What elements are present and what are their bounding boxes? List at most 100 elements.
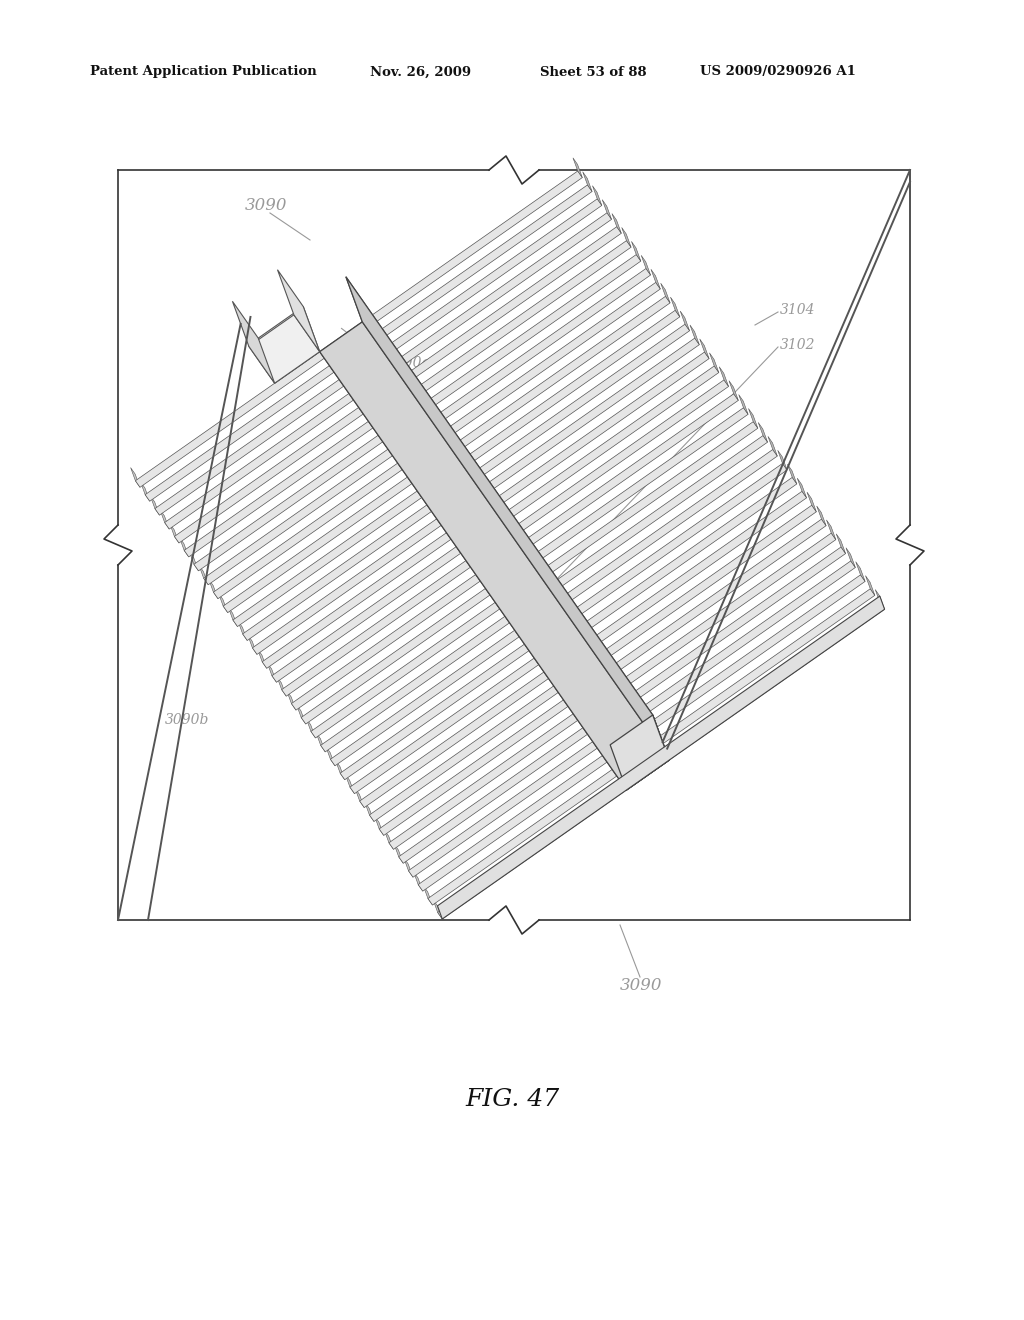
Polygon shape (837, 533, 846, 553)
Polygon shape (165, 393, 353, 529)
Polygon shape (258, 306, 319, 383)
Polygon shape (610, 715, 669, 789)
Polygon shape (587, 491, 807, 648)
Polygon shape (729, 380, 738, 400)
Polygon shape (749, 408, 758, 428)
Polygon shape (382, 199, 602, 356)
Polygon shape (232, 301, 274, 383)
Polygon shape (433, 899, 442, 919)
Polygon shape (326, 746, 335, 766)
Polygon shape (331, 630, 519, 766)
Polygon shape (213, 463, 402, 599)
Polygon shape (401, 227, 622, 384)
Polygon shape (372, 185, 592, 342)
Polygon shape (758, 422, 768, 442)
Polygon shape (699, 339, 709, 359)
Polygon shape (665, 603, 885, 760)
Polygon shape (296, 705, 306, 725)
Polygon shape (319, 322, 669, 789)
Polygon shape (301, 589, 490, 725)
Polygon shape (135, 351, 325, 487)
Polygon shape (223, 477, 412, 612)
Polygon shape (418, 755, 607, 891)
Polygon shape (577, 478, 797, 635)
Polygon shape (423, 886, 432, 906)
Text: 3090b: 3090b (165, 713, 209, 727)
Polygon shape (189, 552, 199, 570)
Polygon shape (596, 506, 816, 663)
Polygon shape (218, 593, 227, 612)
Polygon shape (252, 519, 441, 655)
Text: 3090a: 3090a (386, 356, 430, 371)
Polygon shape (489, 352, 709, 510)
Polygon shape (583, 172, 592, 191)
Polygon shape (394, 843, 403, 863)
Polygon shape (375, 816, 384, 836)
Polygon shape (479, 338, 699, 495)
Polygon shape (738, 395, 749, 414)
Polygon shape (451, 297, 670, 454)
Polygon shape (641, 255, 650, 275)
Polygon shape (645, 574, 865, 733)
Polygon shape (548, 436, 768, 593)
Polygon shape (350, 659, 539, 793)
Polygon shape (573, 158, 583, 178)
Polygon shape (160, 510, 169, 529)
Polygon shape (719, 367, 729, 387)
Polygon shape (593, 186, 602, 206)
Polygon shape (567, 463, 787, 620)
Polygon shape (846, 548, 855, 568)
Polygon shape (398, 727, 588, 863)
Text: US 2009/0290926 A1: US 2009/0290926 A1 (700, 66, 856, 78)
Polygon shape (209, 579, 218, 599)
Polygon shape (626, 546, 846, 705)
Polygon shape (355, 788, 365, 808)
Text: 3102: 3102 (780, 338, 815, 352)
Polygon shape (340, 644, 529, 780)
Polygon shape (430, 268, 650, 426)
Polygon shape (362, 172, 583, 329)
Text: 3104: 3104 (780, 304, 815, 317)
Polygon shape (319, 322, 669, 789)
Polygon shape (460, 310, 680, 467)
Polygon shape (278, 269, 319, 351)
Polygon shape (787, 465, 797, 484)
Polygon shape (232, 491, 422, 627)
Polygon shape (292, 574, 480, 710)
Polygon shape (391, 213, 611, 370)
Text: FIG. 47: FIG. 47 (465, 1089, 559, 1111)
Polygon shape (817, 506, 826, 525)
Polygon shape (876, 590, 885, 610)
Polygon shape (199, 565, 208, 585)
Polygon shape (654, 589, 874, 746)
Polygon shape (151, 495, 160, 515)
Text: 3090: 3090 (620, 977, 663, 994)
Polygon shape (470, 325, 689, 482)
Polygon shape (346, 277, 669, 760)
Polygon shape (384, 830, 393, 849)
Polygon shape (660, 284, 670, 302)
Polygon shape (437, 783, 627, 919)
Polygon shape (228, 607, 238, 627)
Polygon shape (671, 297, 680, 317)
Polygon shape (499, 366, 719, 523)
Polygon shape (528, 408, 749, 565)
Polygon shape (622, 227, 631, 247)
Polygon shape (243, 504, 431, 640)
Polygon shape (509, 380, 729, 537)
Polygon shape (602, 199, 611, 219)
Polygon shape (440, 282, 660, 440)
Polygon shape (170, 523, 179, 543)
Polygon shape (826, 520, 836, 540)
Polygon shape (315, 733, 326, 752)
Polygon shape (184, 421, 373, 557)
Polygon shape (557, 450, 777, 607)
Polygon shape (538, 421, 758, 579)
Polygon shape (612, 214, 622, 234)
Polygon shape (267, 663, 276, 682)
Polygon shape (257, 648, 266, 668)
Polygon shape (346, 277, 669, 760)
Polygon shape (311, 602, 500, 738)
Polygon shape (155, 380, 344, 515)
Polygon shape (276, 676, 287, 696)
